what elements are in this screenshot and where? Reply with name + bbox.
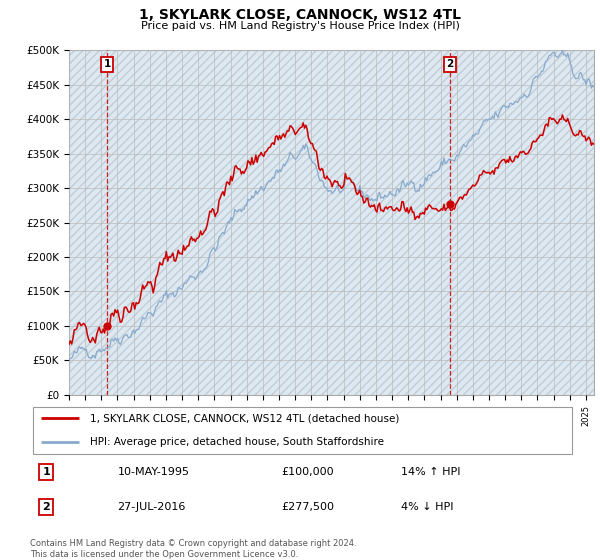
Text: 1, SKYLARK CLOSE, CANNOCK, WS12 4TL (detached house): 1, SKYLARK CLOSE, CANNOCK, WS12 4TL (det… xyxy=(90,413,400,423)
Text: Price paid vs. HM Land Registry's House Price Index (HPI): Price paid vs. HM Land Registry's House … xyxy=(140,21,460,31)
Text: 1: 1 xyxy=(103,59,111,69)
Text: 27-JUL-2016: 27-JUL-2016 xyxy=(118,502,186,512)
Text: HPI: Average price, detached house, South Staffordshire: HPI: Average price, detached house, Sout… xyxy=(90,437,384,447)
Text: £100,000: £100,000 xyxy=(281,467,334,477)
FancyBboxPatch shape xyxy=(33,408,572,454)
Text: 2: 2 xyxy=(446,59,454,69)
Text: £277,500: £277,500 xyxy=(281,502,334,512)
Text: 2: 2 xyxy=(43,502,50,512)
Text: 4% ↓ HPI: 4% ↓ HPI xyxy=(401,502,454,512)
Text: 1: 1 xyxy=(43,467,50,477)
Text: 1, SKYLARK CLOSE, CANNOCK, WS12 4TL: 1, SKYLARK CLOSE, CANNOCK, WS12 4TL xyxy=(139,8,461,22)
Text: 10-MAY-1995: 10-MAY-1995 xyxy=(118,467,190,477)
Text: Contains HM Land Registry data © Crown copyright and database right 2024.
This d: Contains HM Land Registry data © Crown c… xyxy=(30,539,356,559)
Text: 14% ↑ HPI: 14% ↑ HPI xyxy=(401,467,461,477)
